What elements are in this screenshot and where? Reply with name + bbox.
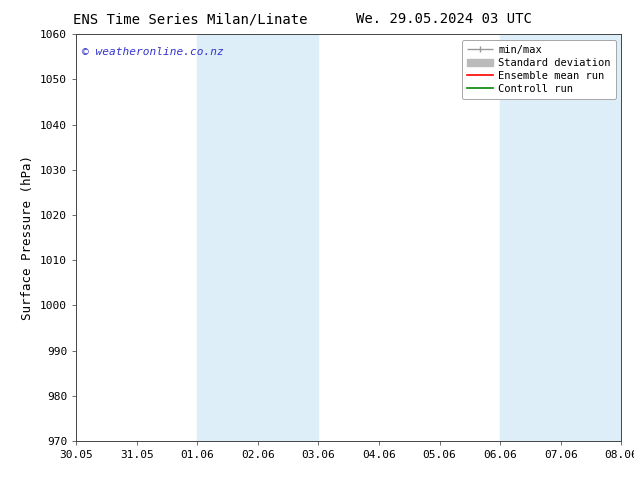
Text: © weatheronline.co.nz: © weatheronline.co.nz bbox=[82, 47, 223, 56]
Bar bbox=[500, 34, 621, 441]
Legend: min/max, Standard deviation, Ensemble mean run, Controll run: min/max, Standard deviation, Ensemble me… bbox=[462, 40, 616, 99]
Text: ENS Time Series Milan/Linate: ENS Time Series Milan/Linate bbox=[73, 12, 307, 26]
Text: We. 29.05.2024 03 UTC: We. 29.05.2024 03 UTC bbox=[356, 12, 532, 26]
Y-axis label: Surface Pressure (hPa): Surface Pressure (hPa) bbox=[22, 155, 34, 320]
Bar bbox=[197, 34, 318, 441]
